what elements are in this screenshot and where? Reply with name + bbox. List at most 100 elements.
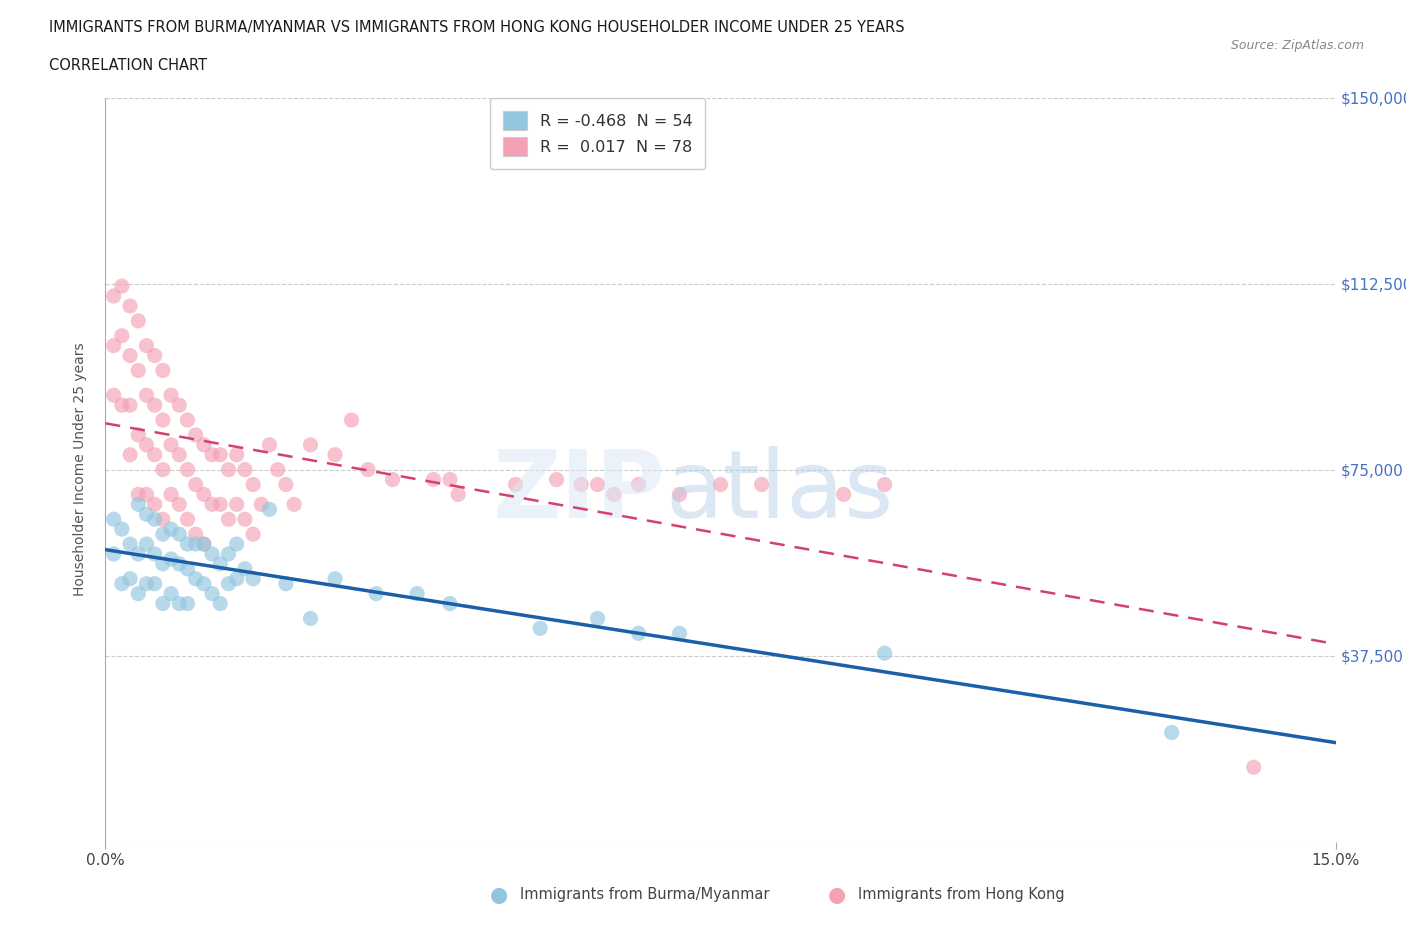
Point [225,537,247,551]
Point [218,547,240,562]
Point [225,571,247,586]
Point [225,447,247,462]
Point [143,512,166,526]
Point [120,398,141,413]
Point [152,596,174,611]
Text: ●: ● [491,884,508,905]
Point [143,547,166,562]
Point [832,487,855,502]
Point [127,363,149,378]
Point [274,577,297,591]
Point [160,487,183,502]
Point [184,526,207,541]
Point [193,577,215,591]
Point [529,621,551,636]
Point [169,596,191,611]
Point [169,526,191,541]
Point [546,472,568,487]
Point [143,348,166,363]
Point [184,571,207,586]
Point [201,447,224,462]
Point [381,472,404,487]
Point [184,428,207,443]
Point [169,497,191,512]
Point [193,487,215,502]
Point [242,477,264,492]
Point [103,512,125,526]
Point [111,279,134,294]
Point [201,586,224,601]
Point [357,462,380,477]
Text: Immigrants from Hong Kong: Immigrants from Hong Kong [858,887,1064,902]
Point [586,477,609,492]
Point [152,413,174,428]
Text: IMMIGRANTS FROM BURMA/MYANMAR VS IMMIGRANTS FROM HONG KONG HOUSEHOLDER INCOME UN: IMMIGRANTS FROM BURMA/MYANMAR VS IMMIGRA… [49,20,905,35]
Point [242,571,264,586]
Point [447,487,470,502]
Point [160,522,183,537]
Point [233,562,256,577]
Point [103,547,125,562]
Point [218,577,240,591]
Point [299,437,322,452]
Point [120,447,141,462]
Point [176,462,198,477]
Point [152,556,174,571]
Point [160,586,183,601]
Point [668,626,690,641]
Point [218,462,240,477]
Point [505,477,527,492]
Point [603,487,626,502]
Point [152,363,174,378]
Point [169,447,191,462]
Point [111,328,134,343]
Point [873,645,896,660]
Point [127,586,149,601]
Point [176,512,198,526]
Point [627,626,650,641]
Point [143,577,166,591]
Text: ZIP: ZIP [492,446,665,538]
Point [127,497,149,512]
Point [127,547,149,562]
Point [283,497,305,512]
Point [274,477,297,492]
Point [169,556,191,571]
Legend: R = -0.468  N = 54, R =  0.017  N = 78: R = -0.468 N = 54, R = 0.017 N = 78 [491,99,704,169]
Point [111,522,134,537]
Point [160,551,183,566]
Point [323,571,346,586]
Text: atlas: atlas [665,446,893,538]
Point [259,502,281,517]
Point [193,437,215,452]
Point [176,562,198,577]
Point [143,398,166,413]
Point [143,497,166,512]
Point [225,497,247,512]
Point [193,537,215,551]
Text: ●: ● [828,884,845,905]
Point [668,487,690,502]
Point [160,437,183,452]
Point [201,497,224,512]
Point [135,437,157,452]
Point [323,447,346,462]
Point [569,477,592,492]
Point [193,537,215,551]
Point [120,348,141,363]
Point [127,487,149,502]
Point [406,586,429,601]
Point [135,388,157,403]
Point [176,596,198,611]
Point [143,447,166,462]
Point [135,507,157,522]
Point [439,596,461,611]
Point [250,497,273,512]
Point [627,477,650,492]
Point [233,512,256,526]
Point [135,339,157,353]
Point [439,472,461,487]
Point [152,526,174,541]
Point [233,462,256,477]
Point [135,577,157,591]
